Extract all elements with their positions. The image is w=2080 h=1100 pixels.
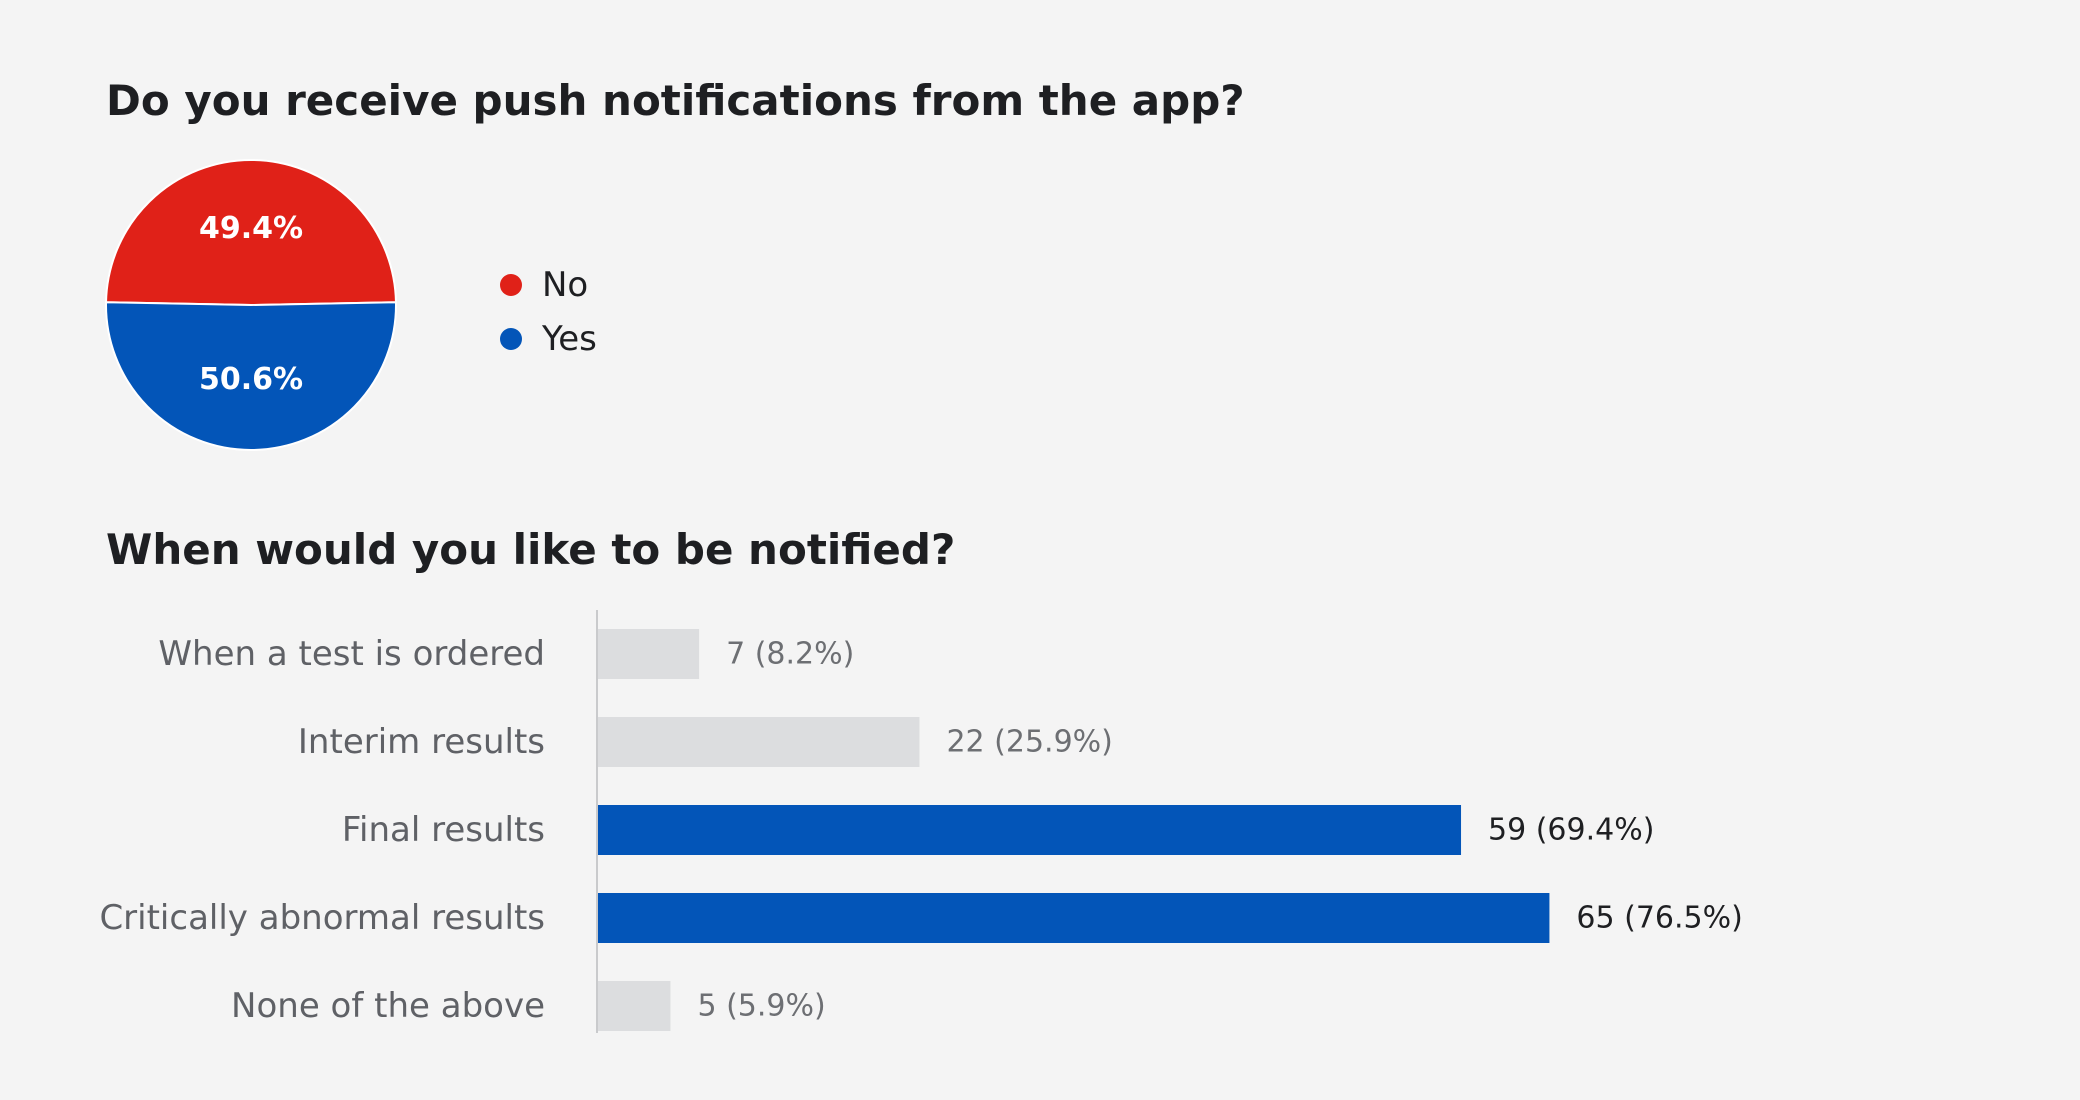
data-label-critically-abnormal-results: 65 (76.5%) <box>1576 901 1742 936</box>
bar-interim-results <box>597 717 920 767</box>
pie-chart-title: Do you receive push notifications from t… <box>106 76 1245 125</box>
legend-item-no: No <box>500 258 597 312</box>
data-label-final-results: 59 (69.4%) <box>1488 813 1654 848</box>
bar-chart-title: When would you like to be notified? <box>106 525 956 574</box>
data-label-none-of-the-above: 5 (5.9%) <box>697 989 825 1024</box>
data-label-interim-results: 22 (25.9%) <box>946 725 1112 760</box>
pie-slice-no <box>105 159 397 307</box>
category-label-interim-results: Interim results <box>298 722 545 762</box>
pie-slice-yes <box>105 301 397 452</box>
category-label-none-of-the-above: None of the above <box>231 986 545 1026</box>
bar-none-of-the-above <box>597 981 671 1031</box>
pie-legend: No Yes <box>500 258 597 366</box>
bar-when-a-test-is-ordered <box>597 629 700 679</box>
legend-label-yes: Yes <box>542 319 597 359</box>
category-label-when-a-test-is-ordered: When a test is ordered <box>158 634 545 674</box>
data-label-when-a-test-is-ordered: 7 (8.2%) <box>726 637 854 672</box>
bar-chart: When a test is ordered 7 (8.2%) Interim re… <box>99 610 1743 1033</box>
category-label-critically-abnormal-results: Critically abnormal results <box>99 898 545 938</box>
legend-label-no: No <box>542 265 589 305</box>
category-label-final-results: Final results <box>342 810 545 850</box>
bar-final-results <box>597 805 1462 855</box>
legend-item-yes: Yes <box>500 312 597 366</box>
legend-swatch-no <box>500 274 522 296</box>
pie-chart: 49.4% 50.6% <box>105 159 397 452</box>
pie-slice-label-yes: 50.6% <box>199 362 303 397</box>
legend-swatch-yes <box>500 328 522 350</box>
bar-critically-abnormal-results <box>597 893 1550 943</box>
pie-slice-label-no: 49.4% <box>199 211 303 246</box>
